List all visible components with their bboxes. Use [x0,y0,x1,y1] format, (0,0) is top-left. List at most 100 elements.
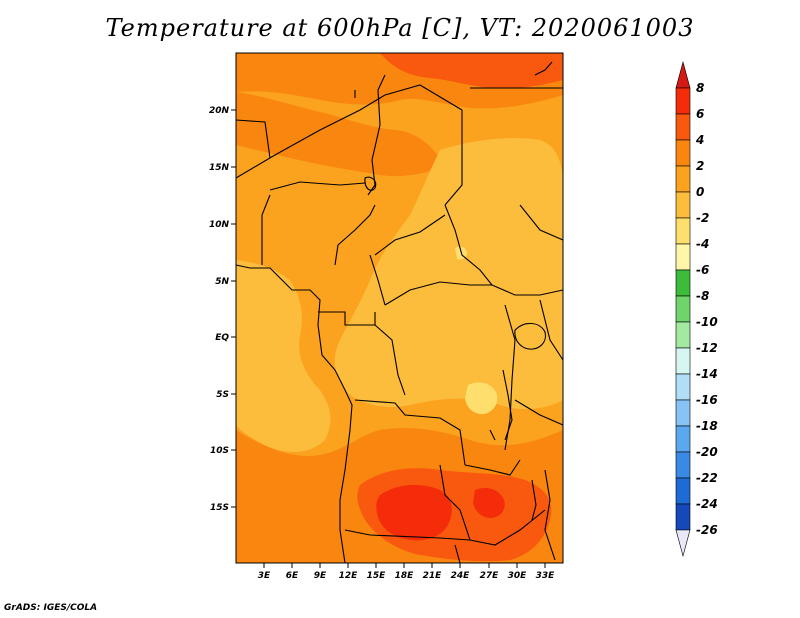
colorbar-label: 6 [696,107,704,121]
lat-label: 15N [209,163,230,173]
lon-tick: 30E [508,563,528,581]
lon-tick: 33E [536,563,556,581]
lake-kivu [489,429,496,441]
colorbar-top-arrow [675,60,691,89]
lon-label: 27E [480,571,500,581]
lat-axis: 20N 15N 10N 5N EQ 5S 10S 15S [209,106,236,513]
colorbar-segment [675,113,691,141]
lon-label: 6E [286,571,299,581]
lon-axis: 3E 6E 9E 12E 15E 18E 21E 24E 27E 30E 33E [258,563,555,581]
colorbar-label: 2 [696,159,704,173]
lon-label: 30E [508,571,528,581]
colorbar-segment [675,269,691,297]
colorbar-segment [675,347,691,375]
lon-tick: 9E [314,563,327,581]
border-nigeria-cameroon [334,204,376,266]
lat-label: 15S [210,503,229,513]
lon-tick: 15E [367,563,387,581]
colorbar: 8 6 4 2 0 -2 -4 -6 -8 -10 -12 -14 -16 -18 -20 -22 -24 -26 [675,60,718,558]
lat-label: 5N [215,277,229,287]
lat-label: 5S [216,390,229,400]
border-cameroon-car [369,254,386,306]
colorbar-label: -2 [696,211,709,225]
border-chad-sudan [444,204,493,286]
field-ne-warm [380,53,563,89]
field-south-hot-2 [473,488,505,518]
lon-label: 12E [339,571,359,581]
lon-label: 9E [314,571,327,581]
lon-label: 21E [423,571,443,581]
lon-tick: 24E [451,563,471,581]
temperature-field [236,53,563,563]
border-botswana [454,544,461,564]
field-pale-patch-1 [465,382,498,415]
colorbar-label: -12 [696,341,718,355]
lat-label: 10S [210,446,229,456]
border-car-sudan [491,284,564,296]
colorbar-label: -10 [696,315,718,329]
lon-label: 24E [451,571,471,581]
colorbar-label: -6 [696,263,709,277]
colorbar-label: -16 [696,393,718,407]
border-tanzania [514,399,564,426]
lat-tick: 10S [210,446,236,456]
colorbar-segment [675,399,691,427]
lon-tick: 21E [423,563,443,581]
colorbar-bottom-arrow [675,529,691,558]
lon-label: 3E [258,571,271,581]
colorbar-label: -4 [696,237,709,251]
lat-tick: 15S [210,503,236,513]
lon-tick: 12E [339,563,359,581]
field-sw-band [236,500,305,563]
plot-frame [235,52,564,564]
colorbar-label: -8 [696,289,709,303]
colorbar-label: 8 [696,81,704,95]
colorbar-segment [675,243,691,271]
lat-tick: EQ [215,333,236,343]
lake-victoria [514,322,546,350]
map-title: Temperature at 600hPa [C], VT: 202006100… [105,14,695,42]
border-nigeria-niger [269,181,366,191]
border-gabon [318,311,376,326]
field-north-sahel [236,92,445,177]
lon-label: 15E [367,571,387,581]
lon-label: 18E [395,571,415,581]
border-mali-niger [235,119,271,159]
border-nigeria-benin [261,194,271,265]
lat-tick: 15N [209,163,236,173]
border-drc-zambia [464,459,521,476]
colorbar-segment [675,425,691,453]
colorbar-label: -26 [696,523,718,537]
border-angola-namibia [344,529,471,541]
lon-tick: 3E [258,563,271,581]
border-algeria-niger [235,94,386,179]
border-congo-drc [374,324,406,396]
field-west-light [236,260,331,452]
nile-red-sea [534,61,553,76]
lake-tanganyika [502,369,513,441]
colorbar-segment [675,477,691,505]
colorbar-label: -14 [696,367,718,381]
lat-label: 10N [209,220,230,230]
field-south-hot [376,484,452,541]
grads-credit: GrADS: IGES/COLA [4,603,98,613]
colorbar-label: -18 [696,419,718,433]
lon-tick: 6E [286,563,299,581]
colorbar-segment [675,139,691,167]
country-boundaries [235,61,564,564]
border-kenya [539,299,564,361]
lake-malawi [531,479,537,521]
lat-tick: 5S [216,390,236,400]
lon-label: 33E [536,571,556,581]
border-angola-zambia [439,464,471,541]
colorbar-segment [675,373,691,401]
colorbar-label: -22 [696,471,718,485]
lat-tick: 20N [209,106,236,116]
border-mozambique [544,469,556,561]
lake-chad [364,176,377,191]
border-car-drc [384,281,492,306]
colorbar-label: 0 [696,185,704,199]
colorbar-segment [675,165,691,193]
colorbar-segment [675,217,691,245]
